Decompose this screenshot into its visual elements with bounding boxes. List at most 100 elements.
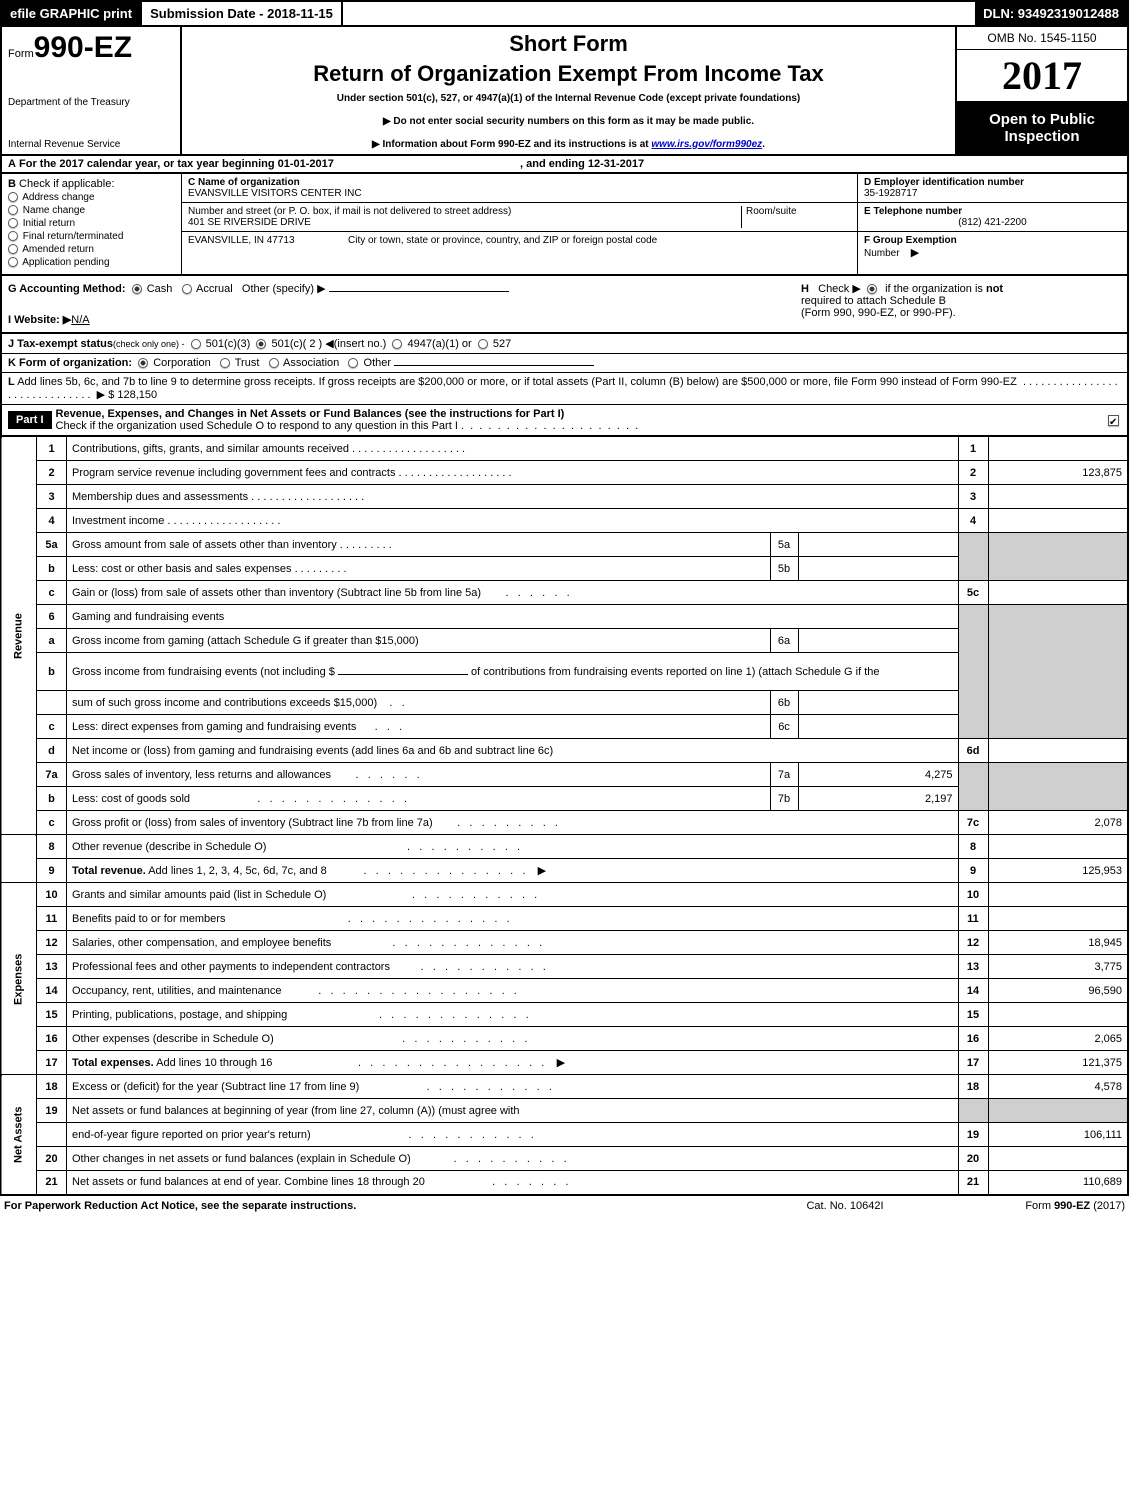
ln-20-amt [988, 1147, 1128, 1171]
ln-2-r: 2 [958, 461, 988, 485]
h-text2: required to attach Schedule B [801, 295, 946, 307]
ln-4-amt [988, 509, 1128, 533]
table-row: 21 Net assets or fund balances at end of… [1, 1171, 1128, 1195]
rb-4947[interactable] [392, 339, 402, 349]
ln-17: 17 [37, 1051, 67, 1075]
ln-17-amt: 121,375 [988, 1051, 1128, 1075]
ln-7c-desc: Gross profit or (loss) from sales of inv… [72, 817, 433, 829]
ln-6d-r: 6d [958, 739, 988, 763]
ln-11-r: 11 [958, 907, 988, 931]
section-g-i: G Accounting Method: Cash Accrual Other … [8, 282, 801, 326]
j-small: (check only one) - [113, 339, 185, 349]
section-h: H Check ▶ if the organization is not req… [801, 282, 1121, 326]
ln-4: 4 [37, 509, 67, 533]
a-label: A [8, 158, 16, 170]
ln-1-amt [988, 437, 1128, 461]
line-k: K Form of organization: Corporation Trus… [0, 354, 1129, 373]
ln-8-amt [988, 835, 1128, 859]
part1-title: Revenue, Expenses, and Changes in Net As… [56, 408, 565, 420]
cb-name-label: Name change [23, 205, 85, 216]
rb-other[interactable] [348, 358, 358, 368]
l-arrow-icon: ▶ [97, 389, 105, 401]
rb-accrual[interactable] [182, 284, 192, 294]
cb-application-pending[interactable] [8, 257, 18, 267]
cb-amended-return[interactable] [8, 244, 18, 254]
ln-5c-amt [988, 581, 1128, 605]
rb-501c[interactable] [256, 339, 266, 349]
cb-address-change[interactable] [8, 192, 18, 202]
h-label: H [801, 283, 809, 295]
part1-label: Part I [8, 411, 52, 429]
j-o2: 501(c)( 2 ) ◀(insert no.) [271, 338, 386, 350]
section-c: C Name of organization EVANSVILLE VISITO… [182, 174, 857, 274]
chk-part1-schedule-o[interactable] [1108, 415, 1119, 426]
ln-2: 2 [37, 461, 67, 485]
ln-6c-desc: Less: direct expenses from gaming and fu… [72, 721, 356, 733]
h-text1: if the organization is [885, 283, 983, 295]
ln-5b-desc: Less: cost or other basis and sales expe… [72, 563, 347, 575]
ln-5a: 5a [37, 533, 67, 557]
ln-5a-sn: 5a [770, 533, 798, 557]
k-other: Other [364, 357, 392, 369]
footer-r3: (2017) [1090, 1200, 1125, 1212]
rb-h-check[interactable] [867, 284, 877, 294]
ln-20: 20 [37, 1147, 67, 1171]
ln-3-r: 3 [958, 485, 988, 509]
table-row: end-of-year figure reported on prior yea… [1, 1123, 1128, 1147]
table-row: 14 Occupancy, rent, utilities, and maint… [1, 979, 1128, 1003]
ln-6c: c [37, 715, 67, 739]
section-def: D Employer identification number 35-1928… [857, 174, 1127, 274]
f-label: F Group Exemption [864, 235, 957, 246]
ln-18-desc: Excess or (deficit) for the year (Subtra… [72, 1081, 359, 1093]
e-phone: (812) 421-2200 [864, 217, 1121, 228]
ln-7c: c [37, 811, 67, 835]
cb-name-change[interactable] [8, 205, 18, 215]
ln-21-amt: 110,689 [988, 1171, 1128, 1195]
l-label: L [8, 376, 15, 388]
rb-527[interactable] [478, 339, 488, 349]
top-spacer [343, 2, 975, 25]
cb-initial-return[interactable] [8, 218, 18, 228]
info-text-a: ▶ Information about Form 990-EZ and its … [372, 139, 651, 150]
ln-2-amt: 123,875 [988, 461, 1128, 485]
b-label: B [8, 178, 16, 190]
ln-5b: b [37, 557, 67, 581]
ln-6d: d [37, 739, 67, 763]
irs-link[interactable]: www.irs.gov/form990ez [651, 139, 762, 150]
table-row: 19 Net assets or fund balances at beginn… [1, 1099, 1128, 1123]
table-row: 8 Other revenue (describe in Schedule O)… [1, 835, 1128, 859]
rb-assoc[interactable] [269, 358, 279, 368]
ln-5c-r: 5c [958, 581, 988, 605]
ln-15-desc: Printing, publications, postage, and shi… [72, 1009, 287, 1021]
ln-3-amt [988, 485, 1128, 509]
rb-corp[interactable] [138, 358, 148, 368]
ln-14-desc: Occupancy, rent, utilities, and maintena… [72, 985, 282, 997]
table-row: 11 Benefits paid to or for members . . .… [1, 907, 1128, 931]
ln-7a-desc: Gross sales of inventory, less returns a… [72, 769, 331, 781]
ssn-warning: ▶ Do not enter social security numbers o… [190, 116, 947, 127]
table-row: c Gross profit or (loss) from sales of i… [1, 811, 1128, 835]
rb-cash[interactable] [132, 284, 142, 294]
rb-501c3[interactable] [191, 339, 201, 349]
cb-final-return[interactable] [8, 231, 18, 241]
ln-8: 8 [37, 835, 67, 859]
footer-paperwork: For Paperwork Reduction Act Notice, see … [4, 1200, 745, 1212]
ln-7a-sn: 7a [770, 763, 798, 787]
j-o1: 501(c)(3) [206, 338, 251, 350]
efile-print-button[interactable]: efile GRAPHIC print [2, 2, 142, 25]
table-row: 3 Membership dues and assessments 3 [1, 485, 1128, 509]
l-text: Add lines 5b, 6c, and 7b to line 9 to de… [17, 376, 1017, 388]
k-assoc: Association [283, 357, 339, 369]
under-section-text: Under section 501(c), 527, or 4947(a)(1)… [190, 93, 947, 104]
ln-11: 11 [37, 907, 67, 931]
ln-5a-desc: Gross amount from sale of assets other t… [72, 539, 392, 551]
table-row: 13 Professional fees and other payments … [1, 955, 1128, 979]
ln-12-amt: 18,945 [988, 931, 1128, 955]
ln-6b: b [37, 653, 67, 691]
i-label: I Website: ▶ [8, 314, 71, 326]
ln-5c-desc: Gain or (loss) from sale of assets other… [72, 587, 481, 599]
ln-19-desc: Net assets or fund balances at beginning… [67, 1099, 959, 1123]
cb-final-label: Final return/terminated [23, 231, 124, 242]
rb-trust[interactable] [220, 358, 230, 368]
ln-18-amt: 4,578 [988, 1075, 1128, 1099]
